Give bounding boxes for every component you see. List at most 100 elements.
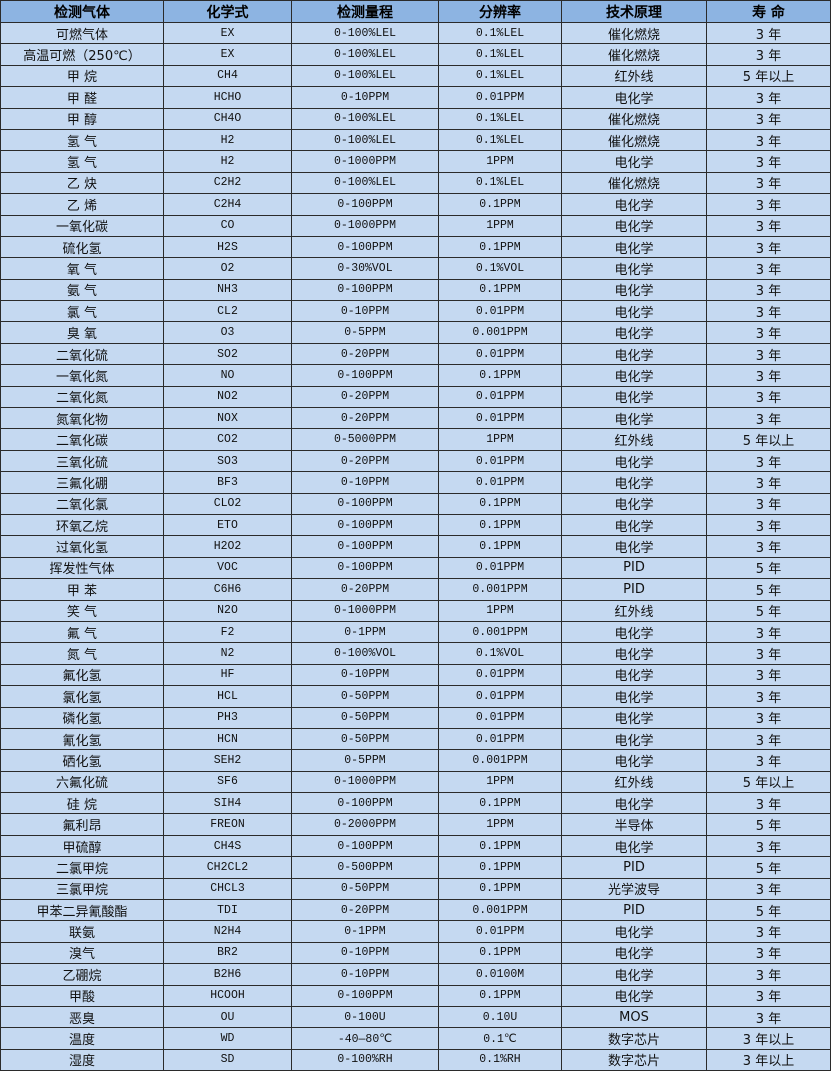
- cell-formula: HCN: [163, 727, 292, 751]
- cell-gas: 氟 气: [0, 620, 164, 644]
- cell-principle: 电化学: [561, 663, 707, 687]
- cell-resolution: 0.1PPM: [438, 856, 562, 879]
- cell-formula: CLO2: [163, 492, 292, 515]
- cell-range: 0-50PPM: [291, 727, 439, 751]
- cell-principle: 电化学: [561, 492, 707, 515]
- cell-lifespan: 3 年: [706, 128, 831, 152]
- cell-resolution: 0.1%RH: [438, 1048, 562, 1072]
- cell-principle: 电化学: [561, 407, 707, 430]
- cell-principle: 电化学: [561, 984, 707, 1007]
- cell-lifespan: 3 年: [706, 257, 831, 280]
- cell-gas: 六氟化硫: [0, 770, 164, 794]
- table-row: 氟 气 F2 0-1PPM 0.001PPM 电化学 3 年: [0, 620, 831, 644]
- table-row: 氯化氢 HCL 0-50PPM 0.01PPM 电化学 3 年: [0, 685, 831, 708]
- cell-formula: CH2CL2: [163, 856, 292, 879]
- cell-formula: CO2: [163, 428, 292, 451]
- cell-lifespan: 3 年以上: [706, 1048, 831, 1072]
- cell-gas: 一氧化碳: [0, 214, 164, 237]
- cell-lifespan: 3 年: [706, 941, 831, 965]
- cell-gas: 二氧化氯: [0, 492, 164, 515]
- cell-principle: 电化学: [561, 86, 707, 109]
- cell-range: 0-100PPM: [291, 984, 439, 1007]
- table-row: 二氧化氯 CLO2 0-100PPM 0.1PPM 电化学 3 年: [0, 492, 831, 515]
- cell-range: 0-10PPM: [291, 86, 439, 109]
- cell-lifespan: 5 年: [706, 813, 831, 836]
- table-row: 甲 醇 CH4O 0-100%LEL 0.1%LEL 催化燃烧 3 年: [0, 107, 831, 130]
- cell-lifespan: 5 年: [706, 556, 831, 580]
- cell-range: 0-5000PPM: [291, 428, 439, 451]
- table-row: 一氧化氮 NO 0-100PPM 0.1PPM 电化学 3 年: [0, 364, 831, 387]
- cell-range: 0-10PPM: [291, 300, 439, 323]
- cell-range: 0-50PPM: [291, 685, 439, 708]
- header-lifespan: 寿 命: [706, 0, 831, 23]
- cell-formula: CO: [163, 214, 292, 237]
- cell-lifespan: 3 年: [706, 278, 831, 302]
- cell-formula: SIH4: [163, 792, 292, 815]
- cell-lifespan: 3 年: [706, 86, 831, 109]
- table-row: 臭 氧 O3 0-5PPM 0.001PPM 电化学 3 年: [0, 321, 831, 344]
- table-row: 溴气 BR2 0-10PPM 0.1PPM 电化学 3 年: [0, 941, 831, 965]
- cell-principle: PID: [561, 856, 707, 879]
- cell-range: 0-1PPM: [291, 920, 439, 943]
- cell-resolution: 0.01PPM: [438, 342, 562, 366]
- cell-principle: 电化学: [561, 321, 707, 344]
- cell-gas: 氟利昂: [0, 813, 164, 836]
- cell-principle: 数字芯片: [561, 1027, 707, 1050]
- cell-formula: SO2: [163, 342, 292, 366]
- cell-resolution: 0.01PPM: [438, 685, 562, 708]
- table-row: 可燃气体 EX 0-100%LEL 0.1%LEL 催化燃烧 3 年: [0, 21, 831, 45]
- cell-formula: BR2: [163, 941, 292, 965]
- table-row: 乙硼烷 B2H6 0-10PPM 0.0100M 电化学 3 年: [0, 963, 831, 986]
- cell-gas: 甲 醛: [0, 86, 164, 109]
- cell-range: 0-20PPM: [291, 342, 439, 366]
- cell-lifespan: 3 年: [706, 449, 831, 473]
- cell-lifespan: 3 年: [706, 171, 831, 195]
- cell-principle: 催化燃烧: [561, 171, 707, 195]
- cell-gas: 甲苯二异氰酸酯: [0, 899, 164, 922]
- cell-lifespan: 3 年: [706, 235, 831, 259]
- cell-resolution: 0.01PPM: [438, 86, 562, 109]
- table-row: 氯 气 CL2 0-10PPM 0.01PPM 电化学 3 年: [0, 300, 831, 323]
- cell-formula: NO: [163, 364, 292, 387]
- cell-gas: 硫化氢: [0, 235, 164, 259]
- cell-resolution: 1PPM: [438, 813, 562, 836]
- cell-resolution: 0.0100M: [438, 963, 562, 986]
- cell-lifespan: 3 年: [706, 214, 831, 237]
- cell-range: 0-1PPM: [291, 620, 439, 644]
- table-row: 一氧化碳 CO 0-1000PPM 1PPM 电化学 3 年: [0, 214, 831, 237]
- cell-principle: 红外线: [561, 599, 707, 622]
- cell-formula: SEH2: [163, 749, 292, 772]
- cell-lifespan: 3 年: [706, 150, 831, 173]
- cell-resolution: 0.001PPM: [438, 749, 562, 772]
- cell-gas: 三氧化硫: [0, 449, 164, 473]
- cell-resolution: 0.1%VOL: [438, 642, 562, 665]
- table-row: 氮氧化物 NOX 0-20PPM 0.01PPM 电化学 3 年: [0, 407, 831, 430]
- cell-principle: 电化学: [561, 535, 707, 558]
- cell-gas: 甲硫醇: [0, 834, 164, 858]
- cell-range: 0-100%LEL: [291, 128, 439, 152]
- cell-resolution: 0.1%VOL: [438, 257, 562, 280]
- cell-formula: N2O: [163, 599, 292, 622]
- cell-range: 0-20PPM: [291, 899, 439, 922]
- cell-principle: 电化学: [561, 706, 707, 729]
- cell-gas: 乙硼烷: [0, 963, 164, 986]
- cell-lifespan: 5 年: [706, 599, 831, 622]
- cell-resolution: 1PPM: [438, 150, 562, 173]
- cell-resolution: 0.01PPM: [438, 920, 562, 943]
- table-row: 三氯甲烷 CHCL3 0-50PPM 0.1PPM 光学波导 3 年: [0, 877, 831, 901]
- table-row: 环氧乙烷 ETO 0-100PPM 0.1PPM 电化学 3 年: [0, 513, 831, 537]
- cell-range: 0-100PPM: [291, 492, 439, 515]
- cell-lifespan: 3 年: [706, 620, 831, 644]
- cell-range: 0-10PPM: [291, 963, 439, 986]
- cell-range: 0-10PPM: [291, 471, 439, 494]
- cell-resolution: 0.1%LEL: [438, 21, 562, 45]
- cell-lifespan: 5 年以上: [706, 64, 831, 88]
- cell-gas: 挥发性气体: [0, 556, 164, 580]
- cell-formula: TDI: [163, 899, 292, 922]
- cell-gas: 二氧化氮: [0, 385, 164, 409]
- cell-resolution: 0.1%LEL: [438, 43, 562, 66]
- cell-principle: 电化学: [561, 685, 707, 708]
- cell-gas: 二氯甲烷: [0, 856, 164, 879]
- cell-resolution: 0.01PPM: [438, 727, 562, 751]
- cell-principle: 电化学: [561, 727, 707, 751]
